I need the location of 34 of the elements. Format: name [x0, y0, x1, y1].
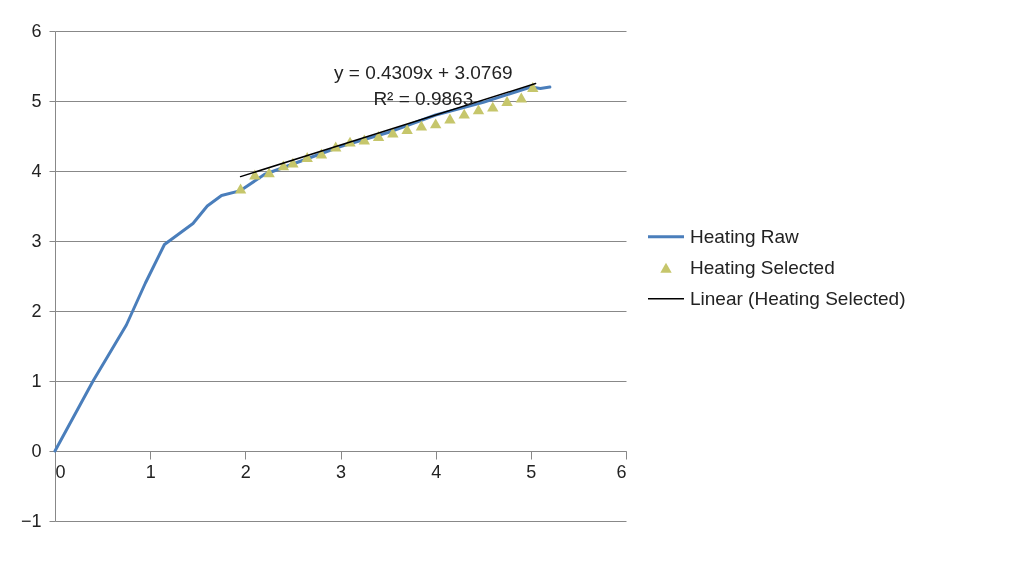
legend-label: Heating Raw [690, 225, 800, 247]
point [527, 82, 539, 92]
point [458, 108, 470, 119]
point [501, 96, 513, 106]
y-tick-label: 2 [31, 300, 42, 321]
x-tick-label: 0 [55, 461, 66, 482]
annotation: R² = 0.9863 [373, 88, 474, 109]
y-tick-label: 0 [31, 440, 42, 461]
x-tick-label: 5 [526, 461, 537, 482]
point [287, 157, 299, 168]
point [515, 92, 528, 103]
y-tick-label: 1 [31, 370, 42, 391]
x-tick-label: 3 [335, 461, 347, 482]
point [372, 131, 385, 141]
y-tick-label: 3 [31, 230, 42, 251]
y-tick-label: 6 [31, 20, 42, 41]
point [487, 101, 499, 112]
x-tick-label: 6 [616, 461, 627, 482]
point [472, 104, 485, 115]
y-tick-label: 5 [31, 90, 42, 111]
annotation: y = 0.4309x + 3.0769 [334, 62, 513, 83]
point [234, 183, 247, 194]
y-tick-label: 4 [31, 160, 42, 181]
legend-label: Linear (Heating Selected) [690, 287, 906, 309]
point [263, 167, 275, 178]
point [415, 120, 428, 131]
point [444, 113, 456, 124]
x-tick-label: 2 [240, 461, 251, 482]
y-tick-label: −1 [20, 510, 42, 531]
x-tick-label: 4 [431, 461, 442, 482]
point [401, 124, 413, 134]
x-tick-label: 1 [145, 461, 156, 482]
legend-label: Heating Selected [690, 256, 835, 278]
point [429, 118, 442, 129]
